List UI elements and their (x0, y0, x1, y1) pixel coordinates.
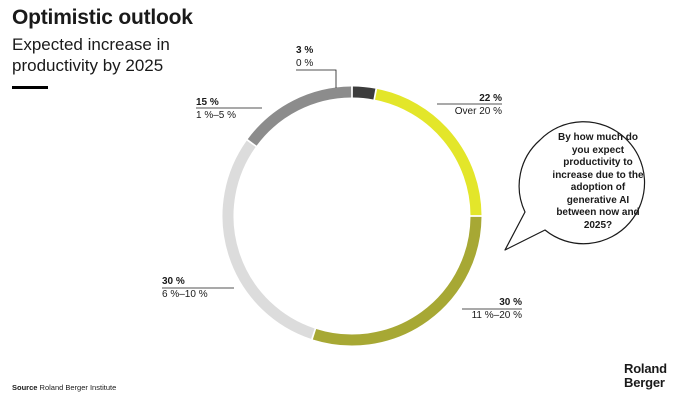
slice-value-label: 15 % (196, 97, 219, 108)
logo-line-2: Berger (624, 375, 665, 390)
donut-slice (247, 86, 352, 146)
speech-bubble (504, 121, 646, 251)
slice-category-label: Over 20 % (454, 106, 502, 117)
slice-category-label: 11 %–20 % (471, 310, 522, 321)
slice-value-label: 22 % (479, 93, 502, 104)
donut-slice (222, 140, 315, 339)
page-subtitle: Expected increase in productivity by 202… (12, 35, 170, 75)
survey-question: By how much do you expect productivity t… (552, 132, 644, 231)
slice-label: 15 % 1 %–5 % (196, 96, 236, 122)
source-note: Source Roland Berger Institute (12, 383, 116, 392)
source-text: Roland Berger Institute (39, 383, 117, 392)
slice-value-label: 3 % (296, 45, 314, 56)
slice-label: 30 % 6 %–10 % (162, 275, 208, 301)
slice-category-label: 6 %–10 % (162, 289, 208, 300)
slice-value-label: 30 % (162, 276, 185, 287)
donut-slice (312, 216, 482, 346)
donut-slice (374, 88, 482, 216)
slice-category-label: 1 %–5 % (196, 110, 237, 121)
slice-label: 30 % 11 %–20 % (472, 296, 522, 322)
page-title: Optimistic outlook (12, 6, 193, 29)
slice-label: 3 % 0 % (296, 44, 313, 70)
source-label: Source (12, 383, 38, 392)
leader-line (296, 69, 337, 88)
slice-category-label: 0 % (296, 58, 314, 69)
title-underline (12, 86, 48, 89)
slice-value-label: 30 % (499, 297, 522, 308)
roland-berger-logo: Roland Berger (624, 362, 667, 390)
slice-label: 22 % Over 20 % (455, 92, 502, 118)
donut-slice (352, 86, 376, 100)
logo-line-1: Roland (624, 361, 667, 376)
